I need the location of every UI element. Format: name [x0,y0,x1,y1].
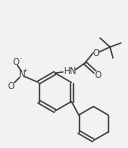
Text: N: N [18,70,25,79]
Text: O: O [93,49,99,58]
Text: O: O [12,58,19,67]
Text: +: + [23,68,28,73]
Text: HN: HN [63,66,77,75]
Text: O: O [7,82,14,91]
Text: O: O [95,70,101,79]
Text: -: - [19,56,22,61]
